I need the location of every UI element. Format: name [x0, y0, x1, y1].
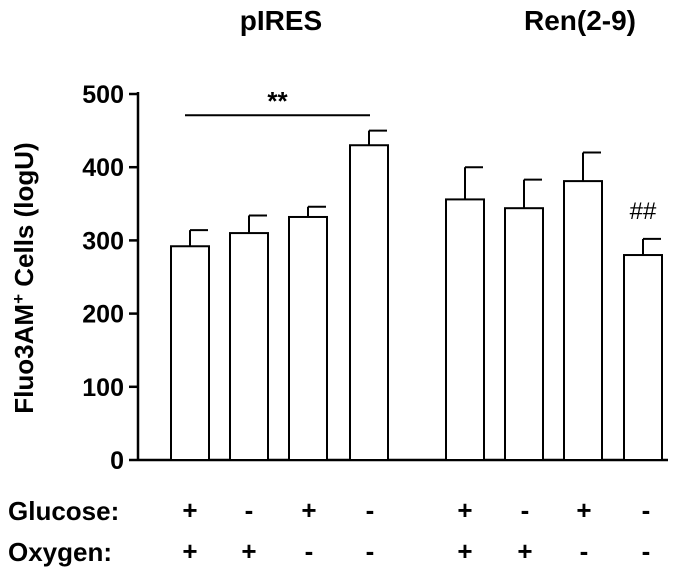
oxygen-sign: +: [457, 536, 472, 566]
oxygen-sign: +: [517, 536, 532, 566]
glucose-sign: +: [301, 495, 316, 525]
bar: [563, 180, 603, 461]
y-tick-label: 200: [82, 301, 124, 329]
glucose-sign: +: [576, 495, 591, 525]
oxygen-sign: +: [241, 536, 256, 566]
glucose-sign: -: [245, 495, 254, 525]
hash-annotation: ##: [630, 198, 657, 225]
annotations: ** ##: [185, 86, 657, 225]
bar: [504, 207, 544, 461]
glucose-sign: +: [182, 495, 197, 525]
significance-stars: **: [267, 86, 288, 116]
oxygen-sign: -: [580, 536, 589, 566]
oxygen-sign: +: [182, 536, 197, 566]
y-tick-label: 300: [82, 227, 124, 255]
group-labels: pIRES Ren(2-9): [240, 5, 636, 36]
glucose-sign: -: [366, 495, 375, 525]
glucose-sign: -: [521, 495, 530, 525]
oxygen-sign: -: [366, 536, 375, 566]
y-tick-label: 0: [110, 447, 124, 475]
condition-table: Glucose: Oxygen: + + - + + - - - + + - + + - - -: [8, 495, 650, 567]
bar: [170, 245, 210, 461]
bar: [445, 198, 485, 462]
group-label: Ren(2-9): [524, 5, 636, 36]
bar: [229, 232, 269, 461]
glucose-sign: -: [642, 495, 651, 525]
y-axis-title: Fluo3AM+ Cells (logU): [9, 142, 39, 413]
y-tick-label: 500: [82, 81, 124, 109]
bar: [349, 144, 389, 462]
bar: [623, 254, 663, 461]
oxygen-label: Oxygen:: [8, 537, 112, 567]
glucose-sign: +: [457, 495, 472, 525]
y-tick-label: 100: [82, 374, 124, 402]
y-axis: 0 100 200 300 400 500: [82, 81, 668, 475]
oxygen-sign: -: [305, 536, 314, 566]
oxygen-sign: -: [642, 536, 651, 566]
bar: [288, 215, 328, 461]
bars: [170, 129, 663, 462]
y-tick-label: 400: [82, 154, 124, 182]
glucose-label: Glucose:: [8, 496, 119, 526]
group-label: pIRES: [240, 5, 322, 36]
